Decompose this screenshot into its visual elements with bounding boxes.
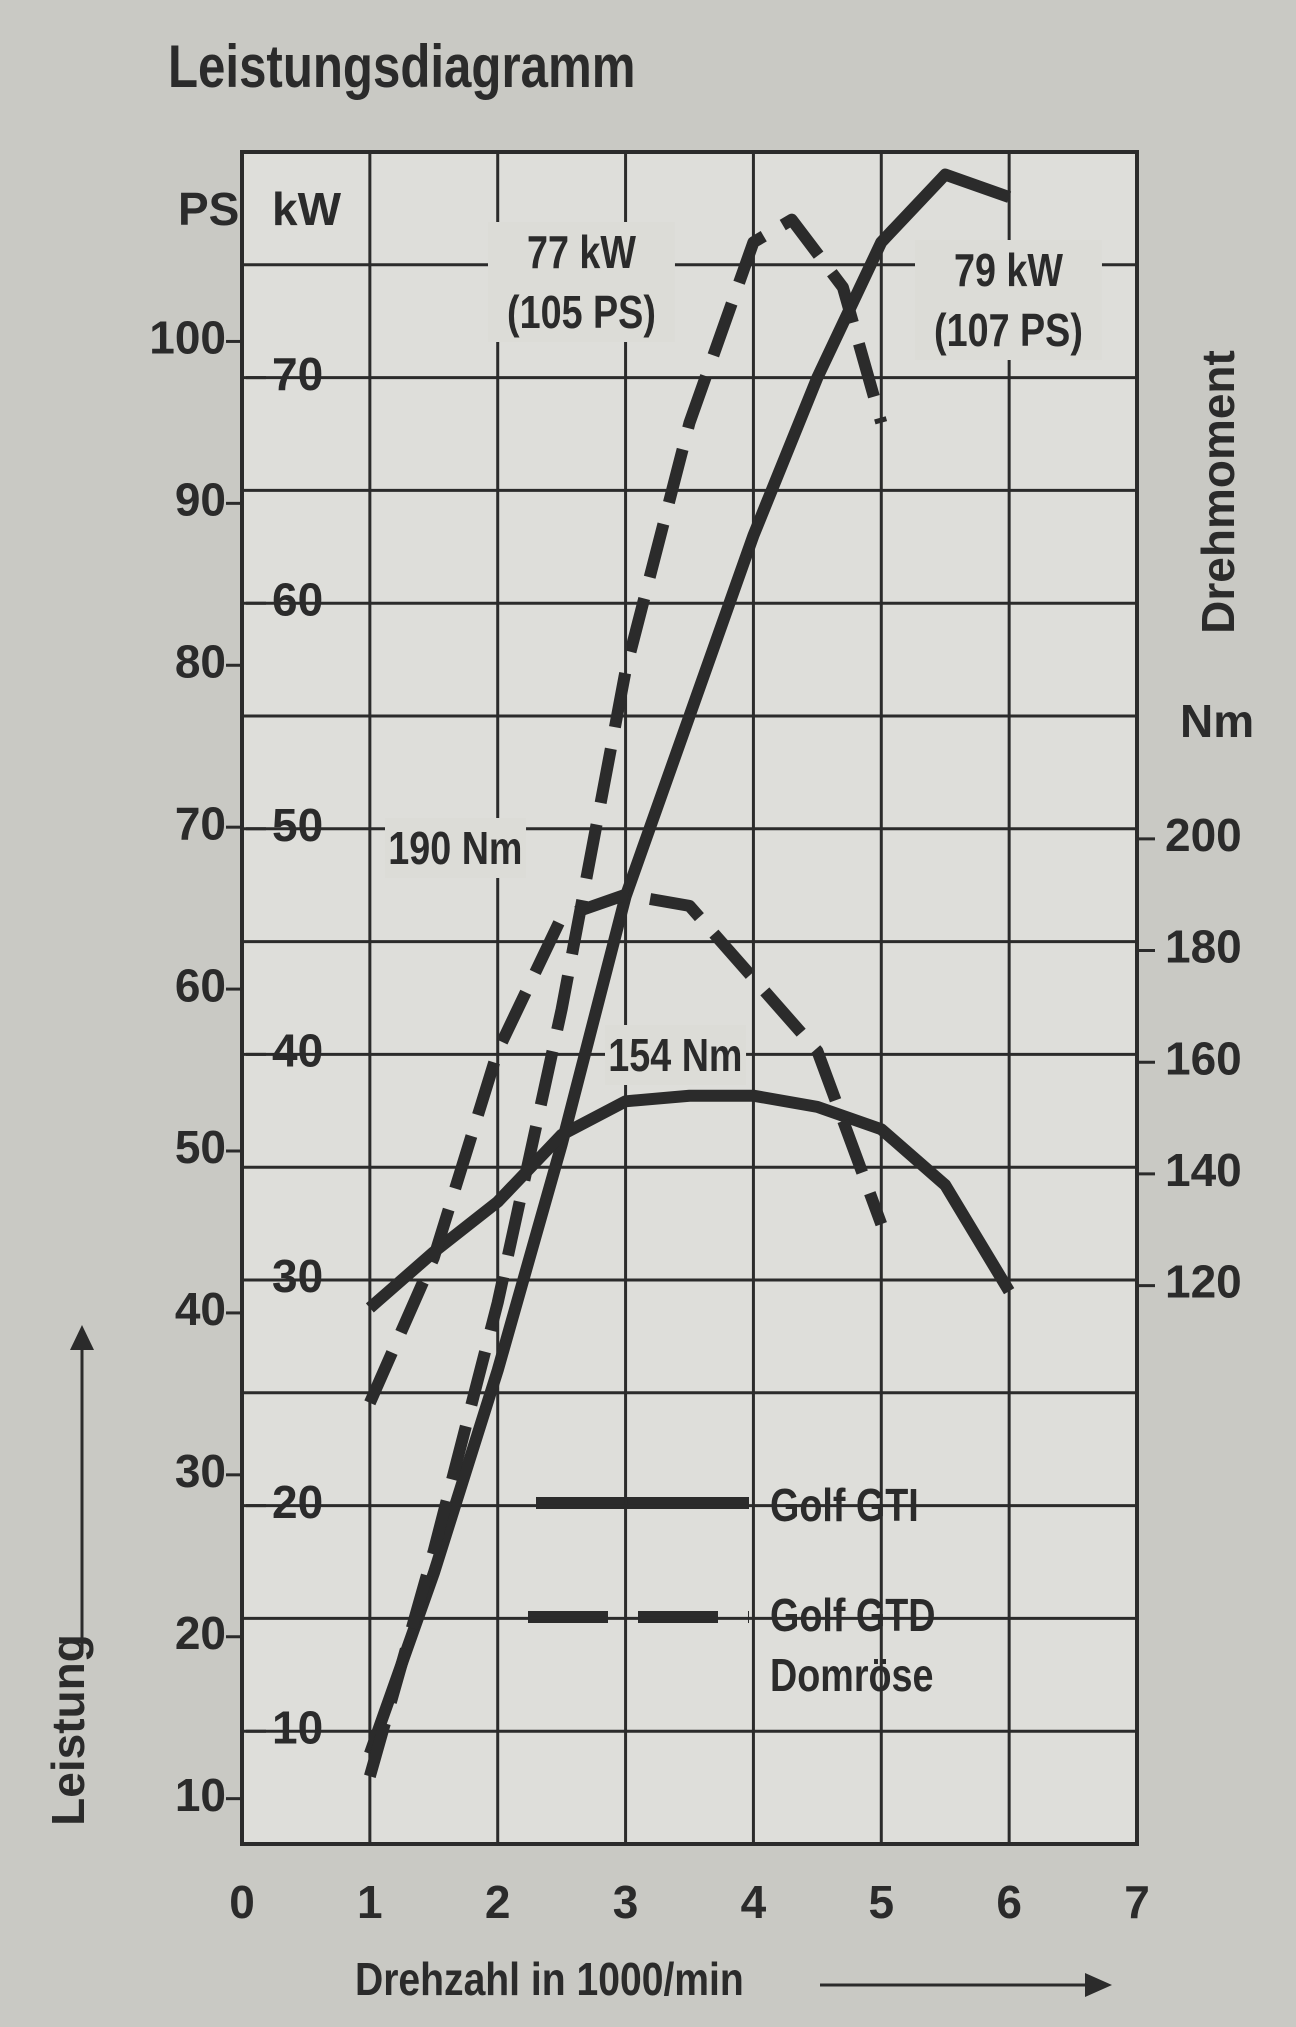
y-tick-label: 30	[272, 1250, 323, 1302]
ps-tick-label: 50	[175, 1121, 226, 1173]
y-tick-label: 50	[272, 799, 323, 851]
kw-unit: kW	[272, 183, 342, 235]
x-arrow-head	[1085, 1973, 1112, 1997]
ps-tick-label: 40	[175, 1283, 226, 1335]
ps-tick-label: 70	[175, 797, 226, 849]
series-line	[365, 1089, 1015, 1313]
series-line	[364, 213, 888, 1778]
y-tick-label: 60	[272, 573, 323, 625]
x-tick-label: 2	[485, 1876, 511, 1928]
y-tick-label: 10	[272, 1701, 323, 1753]
x-tick-label: 5	[868, 1876, 894, 1928]
y2-tick-label: 200	[1165, 809, 1242, 861]
y2-tick-label: 140	[1165, 1144, 1242, 1196]
y-tick-label: 40	[272, 1025, 323, 1077]
ps-tick-label: 10	[175, 1769, 226, 1821]
annotation: 190 Nm	[385, 818, 526, 878]
annotation: 154 Nm	[605, 1025, 746, 1085]
x-label: Drehzahl in 1000/min	[355, 1954, 744, 2006]
plot-area	[242, 152, 1137, 1844]
x-tick-label: 4	[741, 1876, 767, 1928]
y2-label: Drehmoment	[1192, 350, 1244, 634]
ps-unit: PS	[178, 183, 239, 235]
x-tick-label: 0	[229, 1876, 255, 1928]
y-arrow-head	[70, 1325, 94, 1350]
ps-tick-label: 80	[175, 635, 226, 687]
x-tick-label: 6	[996, 1876, 1022, 1928]
x-tick-label: 3	[613, 1876, 639, 1928]
y-tick-label: 20	[272, 1476, 323, 1528]
chart-title: Leistungsdiagramm	[168, 32, 635, 100]
annotation: 79 kW (107 PS)	[915, 240, 1102, 360]
plot-frame	[240, 150, 1139, 1846]
y2-tick-label: 160	[1165, 1032, 1242, 1084]
annotation: 77 kW (105 PS)	[488, 222, 675, 342]
ps-tick-label: 20	[175, 1607, 226, 1659]
y2-tick-label: 180	[1165, 921, 1242, 973]
ps-tick-label: 60	[175, 959, 226, 1011]
nm-unit: Nm	[1180, 695, 1254, 747]
legend-label: Golf GTD Domröse	[770, 1589, 936, 1701]
legend-label: Golf GTI	[770, 1479, 919, 1531]
y-label: Leistung	[42, 1634, 94, 1826]
ps-tick-label: 100	[149, 312, 226, 364]
ps-tick-label: 30	[175, 1445, 226, 1497]
ps-tick-label: 90	[175, 474, 226, 526]
y-tick-label: 70	[272, 348, 323, 400]
y2-tick-label: 120	[1165, 1256, 1242, 1308]
series-line	[364, 168, 1012, 1756]
x-tick-label: 1	[357, 1876, 383, 1928]
series-line	[364, 888, 887, 1406]
x-tick-label: 7	[1124, 1876, 1150, 1928]
